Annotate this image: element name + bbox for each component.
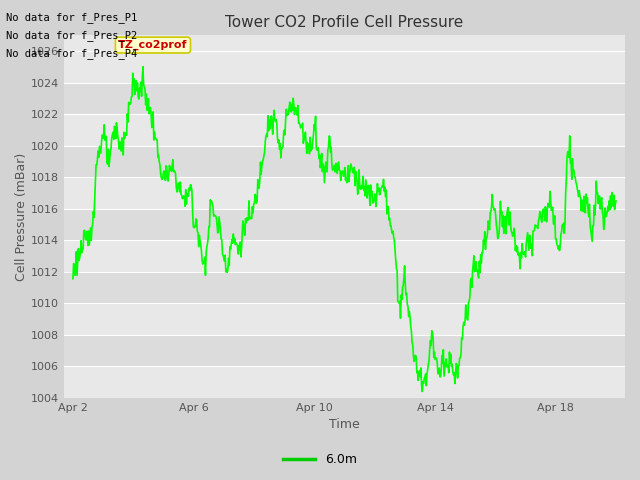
Bar bbox=[64, 209, 625, 240]
Bar bbox=[64, 114, 625, 146]
Bar bbox=[64, 177, 625, 209]
Bar bbox=[64, 83, 625, 114]
Text: No data for f_Pres_P1: No data for f_Pres_P1 bbox=[6, 12, 138, 23]
Bar bbox=[64, 51, 625, 83]
Text: No data for f_Pres_P2: No data for f_Pres_P2 bbox=[6, 30, 138, 41]
Bar bbox=[64, 303, 625, 335]
X-axis label: Time: Time bbox=[329, 419, 360, 432]
Legend: 6.0m: 6.0m bbox=[278, 448, 362, 471]
Y-axis label: Cell Pressure (mBar): Cell Pressure (mBar) bbox=[15, 153, 28, 281]
Bar bbox=[64, 366, 625, 398]
Bar bbox=[64, 240, 625, 272]
Title: Tower CO2 Profile Cell Pressure: Tower CO2 Profile Cell Pressure bbox=[225, 15, 463, 30]
Bar bbox=[64, 272, 625, 303]
Bar bbox=[64, 335, 625, 366]
Bar bbox=[64, 146, 625, 177]
Text: TZ_co2prof: TZ_co2prof bbox=[118, 40, 188, 50]
Text: No data for f_Pres_P4: No data for f_Pres_P4 bbox=[6, 48, 138, 60]
